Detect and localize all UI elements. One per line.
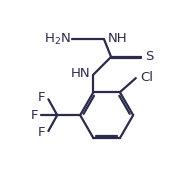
Text: F: F [38, 91, 46, 104]
Text: F: F [31, 109, 39, 122]
Text: H$_2$N: H$_2$N [44, 32, 70, 47]
Text: F: F [38, 126, 46, 139]
Text: NH: NH [108, 32, 127, 45]
Text: S: S [146, 50, 154, 63]
Text: HN: HN [70, 67, 90, 80]
Text: Cl: Cl [140, 71, 153, 84]
